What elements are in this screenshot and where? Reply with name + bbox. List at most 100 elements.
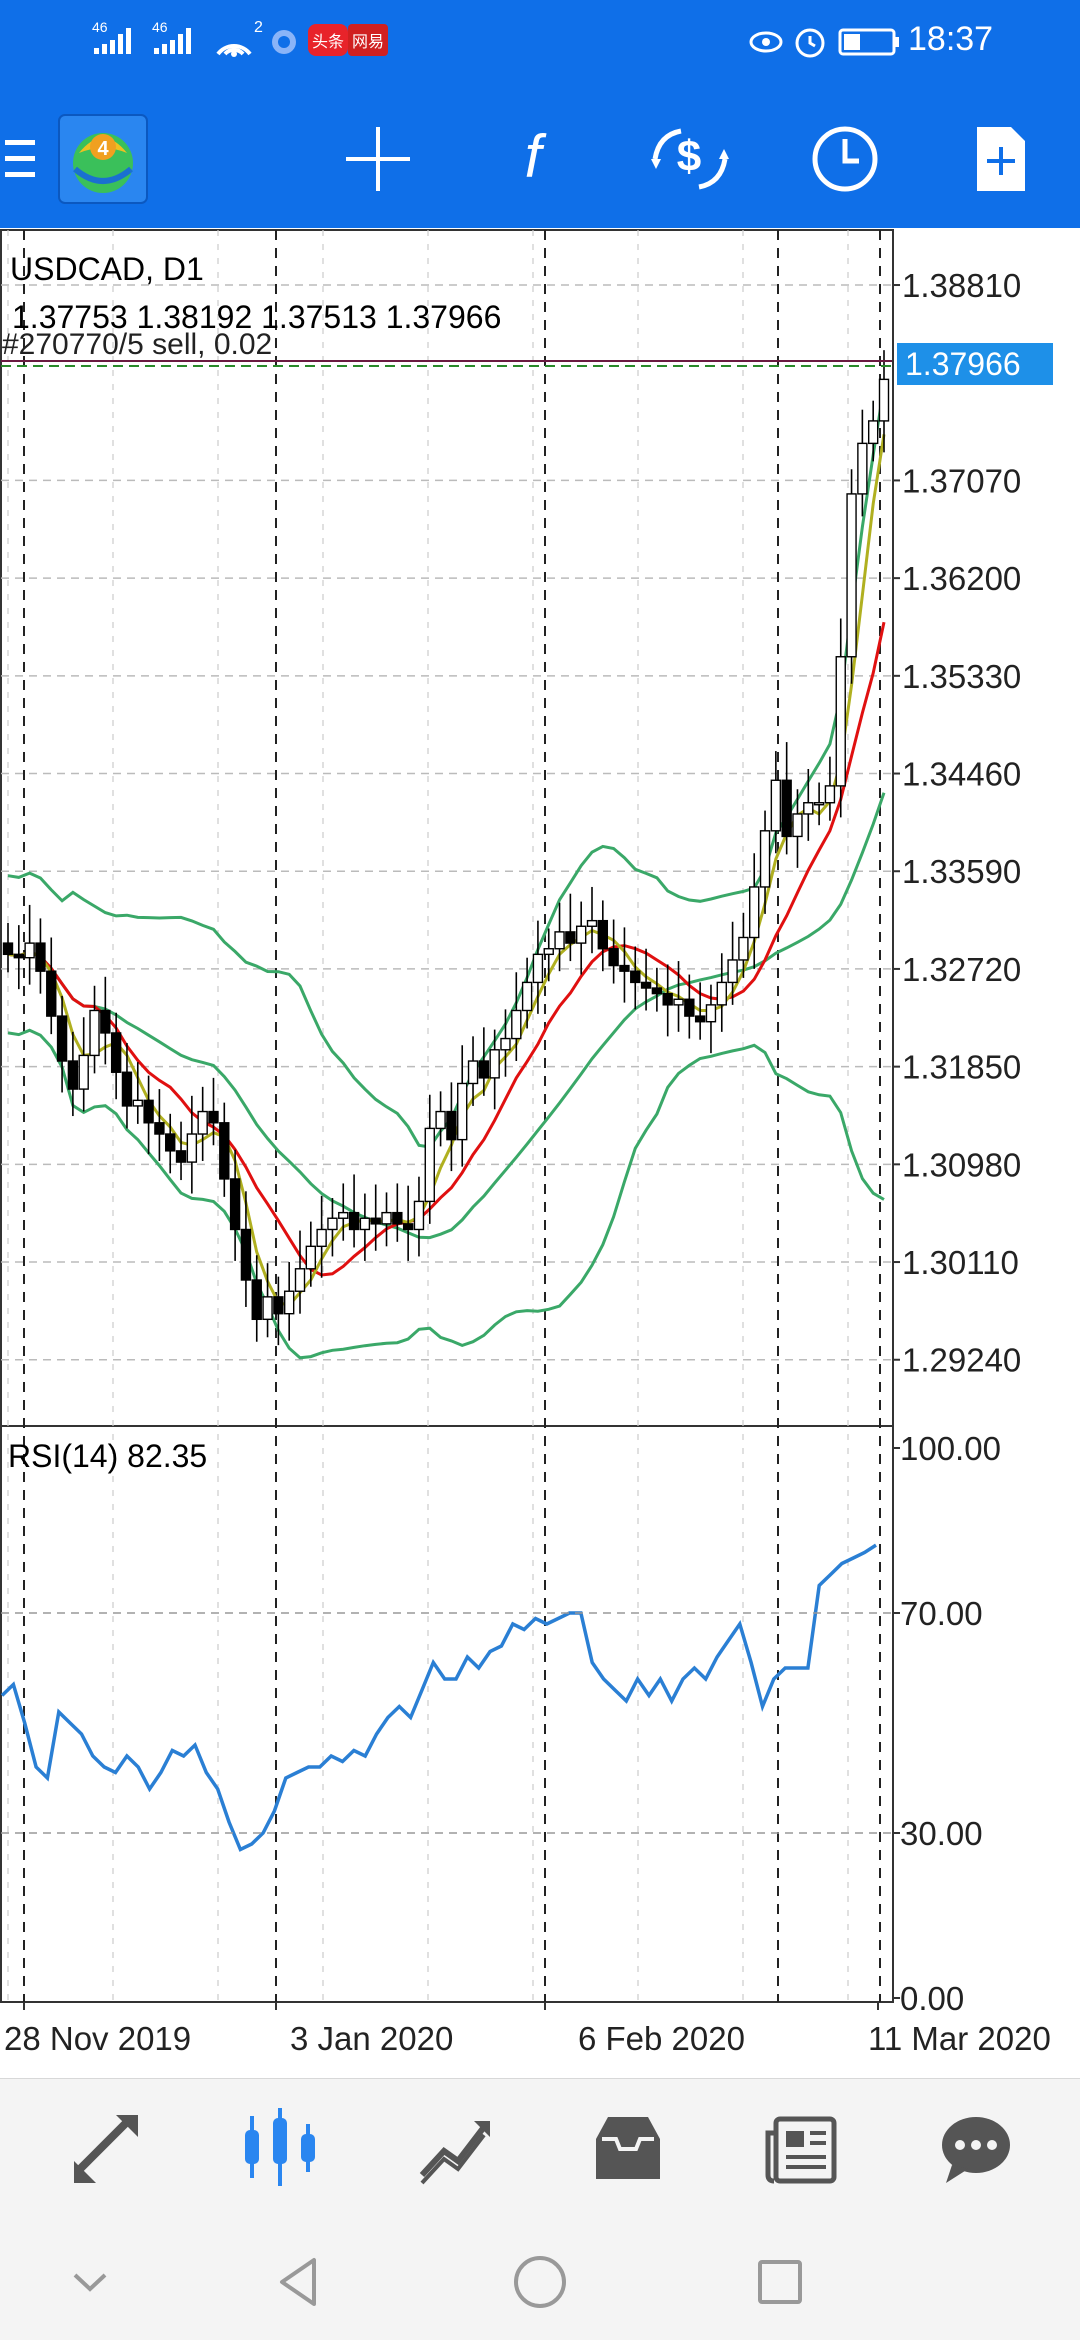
- candle-body: [651, 987, 663, 995]
- candle-body: [673, 998, 684, 1006]
- news-app-badge: 头条: [308, 24, 349, 56]
- signal-icon-2: 46: [152, 18, 204, 67]
- candle-body: [846, 493, 857, 658]
- price-axis: 1.38810 1.37070 1.36200 1.35330 1.34460 1.335…: [893, 267, 1021, 1379]
- chart-toolbar: 4 f $: [0, 84, 1080, 228]
- netease-app-badge: 网易: [348, 24, 389, 56]
- back-icon[interactable]: [265, 2247, 335, 2317]
- candle-body: [67, 1060, 79, 1090]
- price-tick-label: 1.31850: [902, 1049, 1021, 1086]
- eye-icon: [748, 18, 788, 67]
- recents-icon[interactable]: [745, 2247, 815, 2317]
- chart-area[interactable]: #270770/5 sell, 0.02 USDCAD, D1 1.37753 …: [0, 228, 1080, 2078]
- candle-body: [792, 813, 803, 838]
- date-label: 28 Nov 2019: [4, 2020, 191, 2057]
- candle-body: [467, 1060, 479, 1085]
- candle-body: [727, 959, 738, 984]
- bottom-navigation: [0, 2078, 1080, 2223]
- ohlc-values: 1.37753 1.38192 1.37513 1.37966: [12, 299, 501, 335]
- bollinger-mid: [7, 792, 886, 1240]
- candle-body: [327, 1217, 338, 1231]
- price-tick-label: 1.38810: [902, 267, 1021, 304]
- candle-body: [338, 1211, 349, 1219]
- candle-body: [273, 1296, 284, 1315]
- candle-body: [370, 1217, 381, 1225]
- price-tick-label: 1.32720: [902, 951, 1021, 988]
- messages-icon[interactable]: [926, 2099, 1026, 2199]
- menu-icon[interactable]: [0, 104, 80, 214]
- rsi-axis: 100.00 70.00 30.00 0.00: [1, 1430, 1001, 2017]
- candle-body: [554, 931, 565, 950]
- rsi-tick-label: 70.00: [900, 1595, 983, 1632]
- time-axis: 28 Nov 2019 3 Jan 2020 6 Feb 2020 11 Mar 20…: [4, 2002, 1051, 2057]
- collapse-icon[interactable]: [55, 2247, 125, 2317]
- history-icon[interactable]: [578, 2099, 678, 2199]
- candle-body: [316, 1228, 327, 1248]
- candle-body: [305, 1245, 317, 1270]
- candle-body: [543, 948, 554, 956]
- candle-body: [749, 886, 760, 939]
- order-label[interactable]: #270770/5 sell, 0.02: [2, 328, 272, 361]
- candle-body: [824, 785, 836, 804]
- function-icon[interactable]: f: [478, 104, 588, 214]
- rsi-tick-label: 30.00: [900, 1815, 983, 1852]
- candle-body: [446, 1110, 457, 1141]
- candle-body: [630, 970, 641, 984]
- candle-body: [78, 1054, 89, 1090]
- price-tick-label: 1.34460: [902, 756, 1021, 793]
- sync-icon: [268, 18, 304, 67]
- candle-body: [2, 942, 14, 956]
- ma-slow: [7, 621, 886, 1277]
- candle-body: [229, 1178, 241, 1231]
- rsi-tick-label: 0.00: [900, 1980, 964, 2017]
- price-tick-label: 1.30110: [902, 1244, 1019, 1281]
- chart-icon[interactable]: [230, 2099, 330, 2199]
- rsi-line: [0, 1543, 877, 1852]
- candle-body: [13, 953, 25, 959]
- candle-body: [716, 981, 727, 1006]
- network-label-2: 46: [152, 19, 168, 35]
- candle-body: [110, 1032, 122, 1073]
- trade-icon[interactable]: $: [635, 104, 745, 214]
- period-icon[interactable]: [790, 104, 900, 214]
- candle-body: [597, 919, 609, 950]
- candle-body: [175, 1150, 187, 1163]
- price-tick-label: 1.35330: [902, 658, 1021, 695]
- candle-body: [435, 1110, 446, 1130]
- candle-body: [500, 1037, 511, 1051]
- candle-body: [738, 936, 749, 961]
- wifi-count: 2: [254, 19, 263, 36]
- candle-body: [197, 1110, 208, 1135]
- home-icon[interactable]: [505, 2247, 575, 2317]
- candle-body: [262, 1296, 273, 1321]
- candle-body: [208, 1110, 219, 1124]
- date-label: 3 Jan 2020: [290, 2020, 453, 2057]
- news-icon[interactable]: [752, 2099, 852, 2199]
- candle-body: [56, 1015, 68, 1062]
- metatrader-logo[interactable]: 4: [48, 104, 158, 214]
- candle-body: [662, 992, 673, 1006]
- candle-body: [100, 1009, 111, 1034]
- app-badge-2: 网易: [348, 24, 389, 56]
- candle-body: [759, 830, 771, 888]
- candle-body: [532, 953, 544, 984]
- alarm-icon: [792, 18, 832, 67]
- chart-svg[interactable]: #270770/5 sell, 0.02 USDCAD, D1 1.37753 …: [0, 228, 1080, 2078]
- current-price-badge: [897, 343, 1053, 385]
- crosshair-icon[interactable]: [323, 104, 433, 214]
- candle-body: [878, 378, 890, 422]
- rsi-lines: [0, 1543, 877, 1852]
- quotes-icon[interactable]: [60, 2099, 160, 2199]
- status-bar: 46 46 2 头条 网易 18:3: [0, 0, 1080, 84]
- candle-body: [867, 420, 879, 445]
- trade-icon[interactable]: [404, 2099, 504, 2199]
- candle-body: [294, 1268, 306, 1292]
- candle-body: [283, 1290, 295, 1315]
- period-separators: [23, 230, 881, 2002]
- candle-body: [402, 1223, 414, 1231]
- candle-body: [586, 919, 598, 927]
- candle-body: [89, 1009, 100, 1057]
- clock: 18:37: [908, 20, 994, 58]
- candle-body: [154, 1122, 165, 1135]
- new-order-icon[interactable]: [946, 104, 1056, 214]
